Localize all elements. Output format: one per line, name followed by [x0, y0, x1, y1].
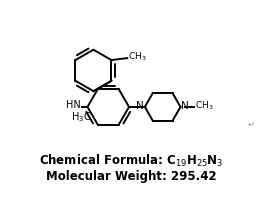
Text: Chemical Formula: C$_{19}$H$_{25}$N$_{3}$: Chemical Formula: C$_{19}$H$_{25}$N$_{3}… [39, 153, 223, 169]
Text: H$_3$C: H$_3$C [71, 110, 91, 124]
Text: CH$_3$: CH$_3$ [195, 100, 214, 112]
Text: Molecular Weight: 295.42: Molecular Weight: 295.42 [46, 170, 216, 183]
Text: CH$_3$: CH$_3$ [128, 51, 147, 63]
Text: N: N [136, 101, 144, 111]
Text: HN: HN [66, 100, 80, 110]
Text: N: N [181, 101, 189, 111]
Text: ↵: ↵ [247, 120, 254, 129]
